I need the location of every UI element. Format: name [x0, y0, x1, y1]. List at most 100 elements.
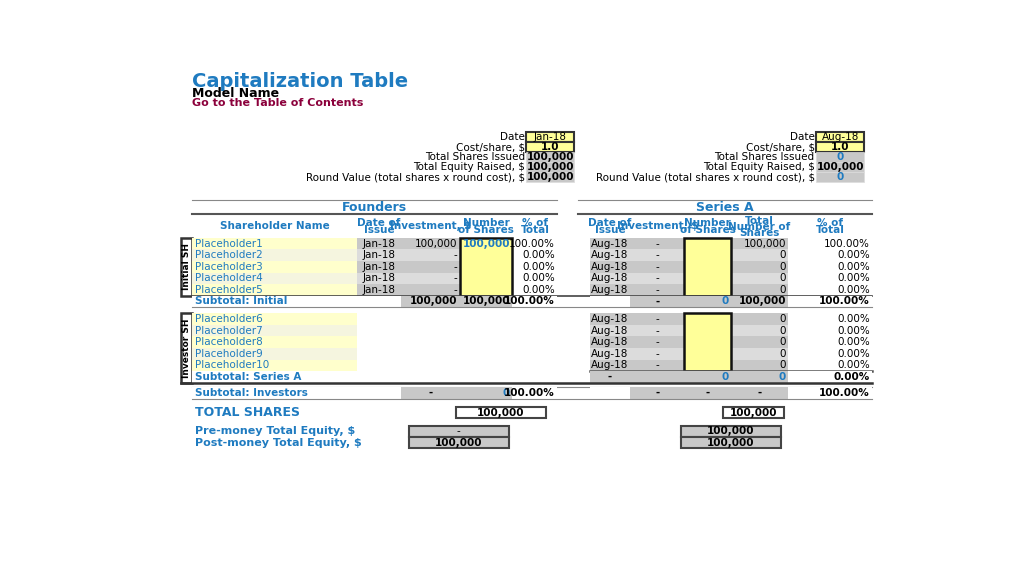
Bar — [630, 238, 684, 249]
Bar — [357, 295, 400, 307]
Text: Aug-18: Aug-18 — [592, 337, 629, 347]
Bar — [630, 261, 684, 272]
Bar — [731, 295, 788, 307]
Bar — [400, 272, 460, 284]
Text: 0.00%: 0.00% — [837, 314, 869, 324]
Text: 0.00%: 0.00% — [837, 262, 869, 272]
Bar — [590, 284, 630, 295]
Bar — [357, 325, 400, 336]
Text: 0: 0 — [721, 372, 729, 382]
Text: 0: 0 — [779, 349, 786, 359]
Bar — [456, 407, 546, 418]
Bar — [193, 348, 357, 359]
Bar — [193, 284, 357, 295]
Bar — [512, 359, 557, 371]
Bar — [684, 249, 731, 261]
Text: 0: 0 — [779, 273, 786, 283]
Bar — [400, 249, 460, 261]
Bar — [512, 325, 557, 336]
Text: Number: Number — [463, 218, 509, 228]
Text: -: - — [454, 262, 458, 272]
Text: Shares: Shares — [739, 228, 780, 238]
Bar — [400, 359, 460, 371]
Text: -: - — [454, 250, 458, 260]
Text: 100,000: 100,000 — [730, 408, 777, 418]
Bar — [512, 387, 557, 399]
Bar — [630, 359, 684, 371]
Bar — [684, 371, 731, 383]
Text: 100,000: 100,000 — [707, 426, 755, 436]
Text: -: - — [655, 297, 659, 306]
Text: 1.0: 1.0 — [830, 142, 850, 152]
Bar — [512, 336, 557, 348]
Bar — [731, 348, 788, 359]
Text: Jan-18: Jan-18 — [362, 239, 395, 249]
Text: -: - — [655, 337, 659, 347]
Bar — [684, 295, 731, 307]
Text: Go to the Table of Contents: Go to the Table of Contents — [191, 98, 362, 108]
Text: 0: 0 — [837, 172, 844, 182]
Bar — [630, 387, 684, 399]
Bar — [357, 336, 400, 348]
Bar — [180, 238, 193, 295]
Text: 100,000: 100,000 — [410, 297, 458, 306]
Text: Placeholder10: Placeholder10 — [196, 360, 269, 370]
Text: Subtotal: Investors: Subtotal: Investors — [196, 388, 308, 398]
Text: 100,000: 100,000 — [526, 172, 574, 182]
Text: 0: 0 — [837, 152, 844, 162]
Bar — [731, 325, 788, 336]
Bar — [512, 295, 557, 307]
Text: 100.00%: 100.00% — [819, 388, 869, 398]
Bar — [731, 249, 788, 261]
Bar — [816, 143, 864, 152]
Text: Aug-18: Aug-18 — [592, 314, 629, 324]
Text: Aug-18: Aug-18 — [821, 132, 859, 142]
Text: Aug-18: Aug-18 — [592, 239, 629, 249]
Text: Cost/share, $: Cost/share, $ — [745, 142, 815, 152]
Text: Pre-money Total Equity, $: Pre-money Total Equity, $ — [196, 426, 355, 436]
Bar — [590, 336, 630, 348]
Text: Investment, $: Investment, $ — [616, 222, 698, 231]
Text: Total Shares Issued: Total Shares Issued — [425, 152, 524, 162]
Text: TOTAL SHARES: TOTAL SHARES — [196, 406, 300, 419]
Text: 100,000: 100,000 — [526, 162, 574, 172]
Bar — [590, 238, 630, 249]
Bar — [460, 284, 512, 295]
Text: -: - — [655, 349, 659, 359]
Text: Aug-18: Aug-18 — [592, 262, 629, 272]
Text: of Shares: of Shares — [680, 225, 735, 235]
Bar — [590, 348, 630, 359]
Text: Shareholder Name: Shareholder Name — [220, 222, 330, 231]
Bar — [816, 173, 864, 182]
Bar — [590, 272, 630, 284]
Bar — [460, 295, 512, 307]
Bar — [590, 387, 630, 399]
Bar — [788, 371, 872, 383]
Text: Placeholder9: Placeholder9 — [196, 349, 263, 359]
Text: -: - — [655, 285, 659, 295]
Bar — [684, 348, 731, 359]
Bar — [788, 336, 872, 348]
Text: -: - — [428, 388, 432, 398]
Bar — [681, 437, 780, 448]
Bar — [816, 162, 864, 173]
Text: 1.0: 1.0 — [541, 142, 560, 152]
Bar — [193, 295, 357, 307]
Text: 0.00%: 0.00% — [837, 250, 869, 260]
Text: 0.00%: 0.00% — [522, 285, 555, 295]
Bar — [684, 336, 731, 348]
Bar — [630, 371, 684, 383]
Bar — [731, 261, 788, 272]
Text: -: - — [758, 388, 762, 398]
Text: Round Value (total shares x round cost), $: Round Value (total shares x round cost),… — [306, 172, 524, 182]
Bar — [788, 359, 872, 371]
Bar — [460, 261, 512, 272]
Bar — [460, 313, 512, 325]
Text: Date of: Date of — [357, 218, 400, 228]
Text: Placeholder4: Placeholder4 — [196, 273, 263, 283]
Bar — [788, 295, 872, 307]
Bar — [788, 313, 872, 325]
Bar — [788, 238, 872, 249]
Bar — [788, 284, 872, 295]
Text: Round Value (total shares x round cost), $: Round Value (total shares x round cost),… — [596, 172, 815, 182]
